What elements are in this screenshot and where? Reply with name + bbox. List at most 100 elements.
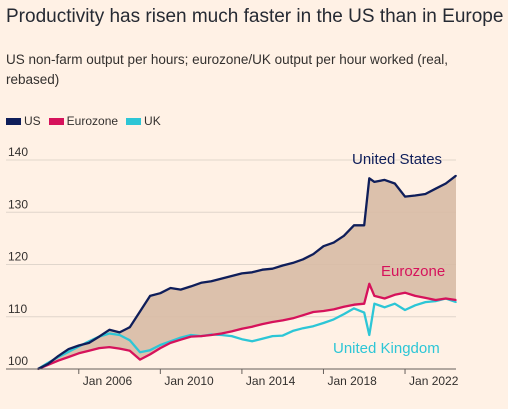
y-tick-label: 110 (8, 302, 27, 316)
data-point-eurozone (353, 303, 355, 306)
data-point-us (159, 292, 162, 295)
data-point-uk (312, 325, 315, 327)
data-point-us (292, 262, 294, 264)
data-point-us (108, 329, 111, 331)
data-point-us (128, 326, 131, 329)
data-point-eurozone (108, 346, 111, 348)
data-point-uk (394, 302, 396, 305)
data-point-us (261, 268, 264, 271)
data-point-uk (368, 334, 371, 336)
data-point-eurozone (332, 308, 335, 311)
data-point-us (434, 187, 437, 190)
data-point-us (455, 174, 457, 177)
data-point-uk (241, 338, 243, 341)
chart-title: Productivity has risen much faster in th… (6, 6, 504, 27)
data-point-us (230, 275, 233, 277)
data-point-uk (373, 302, 376, 305)
legend-swatch-uk (126, 117, 142, 125)
data-point-eurozone (149, 353, 151, 356)
legend-label-us: US (24, 114, 41, 128)
legend-item-eurozone: Eurozone (48, 114, 119, 128)
data-point-eurozone (210, 334, 213, 336)
annotation-us: United States (352, 151, 442, 168)
data-point-eurozone (98, 347, 100, 349)
data-point-eurozone (261, 323, 264, 325)
data-point-us (281, 264, 284, 267)
data-point-us (302, 258, 304, 261)
data-point-uk (281, 334, 284, 337)
data-point-uk (353, 307, 355, 310)
data-point-eurozone (128, 349, 131, 352)
data-point-us (363, 224, 366, 227)
x-tick-label: Jan 2014 (246, 374, 296, 388)
data-point-eurozone (230, 330, 233, 333)
legend-label-uk: UK (144, 114, 161, 128)
data-point-us (373, 181, 376, 183)
data-point-us (200, 281, 202, 284)
data-point-eurozone (67, 356, 70, 358)
data-point-uk (108, 332, 111, 335)
data-point-us (149, 295, 151, 297)
data-point-us (404, 195, 406, 198)
data-point-uk (332, 318, 335, 321)
data-point-us (241, 272, 243, 275)
data-point-uk (149, 349, 151, 351)
data-point-eurozone (414, 295, 417, 297)
data-point-eurozone (88, 349, 90, 352)
data-point-uk (230, 335, 233, 337)
data-point-eurozone (445, 297, 447, 300)
data-point-us (394, 182, 396, 185)
data-point-eurozone (322, 310, 325, 312)
data-point-uk (302, 327, 304, 330)
data-point-us (445, 182, 447, 185)
data-point-us (88, 342, 90, 344)
data-point-us (47, 362, 49, 365)
data-point-eurozone (220, 332, 223, 335)
chart-subtitle: US non-farm output per hours; eurozone/U… (6, 52, 448, 87)
data-point-uk (414, 304, 417, 307)
x-tick-label: Jan 2022 (409, 374, 459, 388)
data-point-eurozone (200, 335, 202, 337)
data-point-us (251, 271, 253, 274)
legend: US Eurozone UK (6, 114, 161, 128)
data-point-eurozone (251, 325, 253, 328)
data-point-us (179, 288, 182, 291)
data-point-us (220, 277, 223, 280)
data-point-us (424, 193, 427, 195)
data-point-us (312, 253, 315, 255)
annotation-eurozone: Eurozone (381, 263, 445, 280)
data-point-us (118, 331, 121, 334)
x-tick-label: Jan 2018 (327, 374, 377, 388)
data-point-us (169, 287, 172, 289)
data-point-us (77, 344, 80, 347)
data-point-uk (424, 301, 427, 303)
data-point-eurozone (292, 317, 294, 320)
data-point-eurozone (343, 306, 345, 308)
x-tick-label: Jan 2010 (164, 374, 214, 388)
data-point-us (353, 224, 355, 227)
data-point-eurozone (281, 319, 284, 322)
data-point-uk (251, 340, 253, 343)
y-tick-label: 140 (8, 145, 28, 159)
y-tick-label: 130 (8, 197, 28, 211)
legend-label-eurozone: Eurozone (66, 114, 119, 128)
data-point-us (98, 335, 100, 338)
data-point-eurozone (394, 294, 396, 296)
data-point-eurozone (312, 311, 315, 313)
data-point-eurozone (383, 297, 386, 300)
data-point-uk (455, 301, 457, 303)
data-point-uk (118, 334, 121, 336)
data-point-eurozone (118, 347, 121, 350)
data-point-uk (383, 306, 386, 309)
data-point-us (57, 355, 60, 357)
data-point-eurozone (241, 327, 243, 330)
x-tick-label: Jan 2006 (83, 374, 133, 388)
annotation-uk: United Kingdom (333, 340, 440, 357)
data-point-eurozone (179, 338, 182, 341)
data-point-uk (322, 322, 325, 324)
y-tick-label: 120 (8, 250, 28, 264)
data-point-uk (292, 330, 294, 332)
data-point-us (322, 245, 325, 248)
data-point-us (414, 194, 417, 197)
data-point-us (67, 348, 70, 350)
